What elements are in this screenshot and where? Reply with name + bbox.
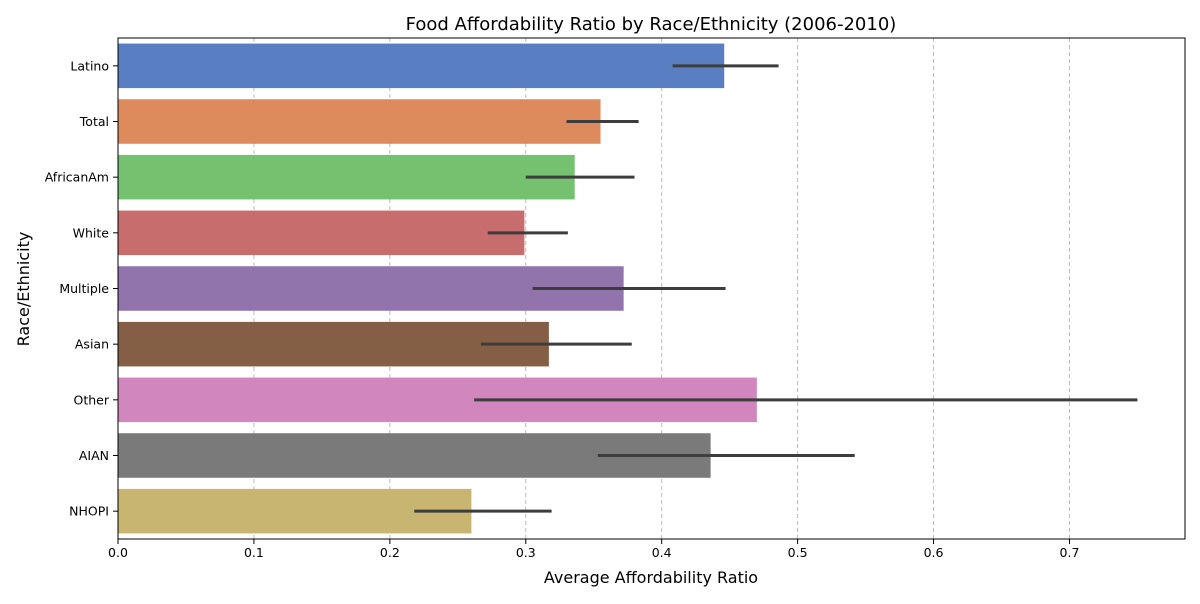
bars-layer — [118, 43, 757, 534]
bar-africanam — [118, 154, 575, 200]
y-axis-ticks: Latino Total AfricanAm White Multiple Asian Ot… — [45, 58, 118, 519]
bar-total — [118, 99, 601, 144]
y-tick-label: AfricanAm — [45, 170, 109, 185]
x-tick-label: 0.7 — [1060, 545, 1080, 560]
y-tick-label: NHOPI — [69, 504, 109, 519]
x-axis-label: Average Affordability Ratio — [544, 568, 758, 587]
error-bars-layer — [414, 64, 1138, 513]
x-axis-ticks: 0.0 0.1 0.2 0.3 0.4 0.5 0.6 0.7 — [108, 539, 1079, 560]
y-tick-label: Total — [79, 114, 109, 129]
x-tick-label: 0.0 — [108, 545, 128, 560]
x-tick-label: 0.1 — [244, 545, 264, 560]
x-tick-label: 0.3 — [516, 545, 536, 560]
bar-latino — [118, 43, 725, 89]
x-tick-label: 0.6 — [924, 545, 944, 560]
chart-title: Food Affordability Ratio by Race/Ethnici… — [406, 14, 897, 35]
bar-asian — [118, 321, 549, 367]
y-tick-label: AIAN — [79, 448, 109, 463]
bar-white — [118, 210, 525, 256]
y-tick-label: White — [73, 225, 110, 240]
x-tick-label: 0.2 — [380, 545, 400, 560]
x-tick-label: 0.5 — [788, 545, 808, 560]
y-tick-label: Multiple — [59, 281, 109, 296]
y-tick-label: Latino — [70, 58, 109, 73]
y-axis-label: Race/Ethnicity — [14, 232, 33, 347]
x-tick-label: 0.4 — [652, 545, 672, 560]
bar-nhopi — [118, 488, 472, 534]
y-tick-label: Other — [74, 392, 110, 407]
y-tick-label: Asian — [75, 337, 109, 352]
